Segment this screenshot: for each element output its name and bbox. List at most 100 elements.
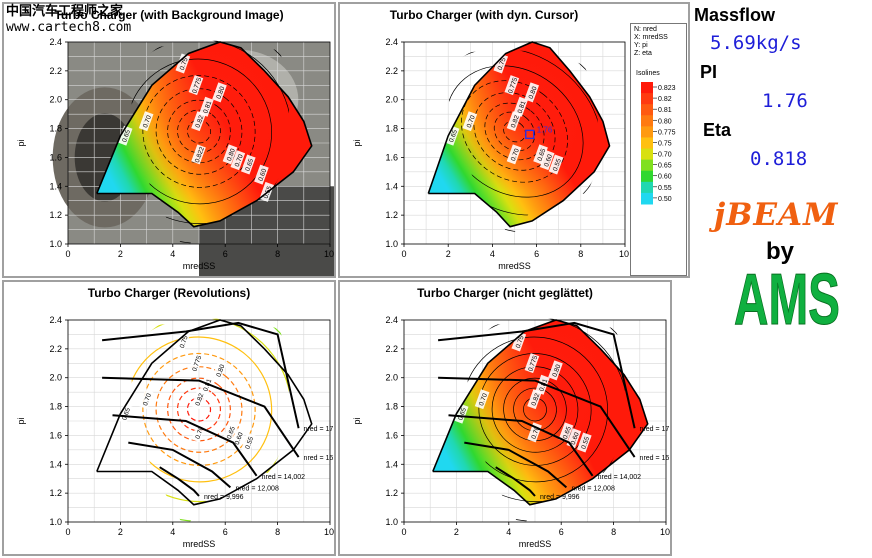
isoline-label: 0.55 xyxy=(548,154,564,175)
y-tick-label: 1.2 xyxy=(49,488,62,498)
isoline-label-text: 0.75 xyxy=(179,334,190,349)
legend-swatch xyxy=(641,181,653,194)
isoline-label-bg xyxy=(117,125,133,146)
legend-axis-line: X: mredSS xyxy=(634,34,668,41)
isoline-label: 0.82 xyxy=(527,389,542,410)
isoline-label-text: 0.60 xyxy=(543,153,554,168)
y-tick-label: 2.2 xyxy=(385,66,398,76)
y-tick-label: 1.6 xyxy=(385,430,398,440)
isoline-label-bg xyxy=(241,432,256,453)
ams-logo: AMS xyxy=(734,267,841,329)
isoline-label-bg xyxy=(535,374,550,395)
x-axis-label: mredSS xyxy=(498,261,531,271)
isoline-label-text: 0.82 xyxy=(194,114,205,129)
isoline-label: 0.65 xyxy=(453,403,469,424)
isoline-label-text: 0.55 xyxy=(580,435,591,450)
isoline-label-bg xyxy=(212,360,227,381)
speed-line-label: nred = 12,008 xyxy=(571,485,615,492)
legend-label: 0.65 xyxy=(658,163,672,170)
isoline-label-text: 0.65 xyxy=(244,157,255,172)
isoline-label-text: 0.80 xyxy=(528,85,539,100)
chart-svg[interactable]: 0.650.700.750.775 0.800.810.820.70 0.650.6… xyxy=(340,4,688,276)
isoline-label-text: 0.81 xyxy=(202,100,213,115)
isoline-label-text: 0.82 xyxy=(510,114,521,129)
x-axis-label: mredSS xyxy=(519,539,552,549)
isoline-label-bg xyxy=(462,111,478,132)
isoline-label: 0.80 xyxy=(524,82,540,103)
isoline-label-bg xyxy=(212,82,227,103)
isoline xyxy=(167,99,231,164)
legend-label: 0.75 xyxy=(658,140,672,147)
isoline-label-bg xyxy=(175,331,191,352)
x-tick-label: 2 xyxy=(454,527,459,537)
pi-value: 1.76 xyxy=(762,90,808,112)
y-tick-label: 2.4 xyxy=(49,315,62,325)
y-tick-label: 1.6 xyxy=(385,152,398,162)
chart-svg[interactable]: 0.650.700.750.775 0.800.810.820.822 0.800.… xyxy=(4,4,334,276)
eta-value: 0.818 xyxy=(750,148,808,170)
isoline-label-bg xyxy=(188,75,204,96)
isoline-label-bg xyxy=(254,164,269,185)
x-tick-label: 8 xyxy=(275,527,280,537)
x-tick-label: 6 xyxy=(534,249,539,259)
speed-line xyxy=(437,321,636,429)
isoline-label-bg xyxy=(230,150,246,171)
isoline-label-bg xyxy=(504,75,520,96)
speed-line-label: nred = 17,996 xyxy=(304,426,334,433)
by-label: by xyxy=(766,238,795,265)
speed-line xyxy=(438,376,636,458)
legend-swatches: 0.823 0.82 0.81 0.80 0.775 0.75 0.70 0.65 0.60 0.… xyxy=(641,82,676,205)
isoline-label-text: 0.81 xyxy=(517,100,528,115)
x-tick-label: 0 xyxy=(401,527,406,537)
isoline-label-text: 0.65 xyxy=(562,425,573,440)
isoline-label-text: 0.70 xyxy=(194,425,205,440)
y-tick-label: 1.0 xyxy=(385,239,398,249)
y-tick-label: 2.2 xyxy=(49,344,62,354)
chart-svg[interactable]: 0.650.700.750.775 0.800.810.820.70 0.650.6… xyxy=(340,282,670,554)
y-tick-label: 2.0 xyxy=(49,373,62,383)
speed-line xyxy=(448,414,594,477)
isoline-label-bg xyxy=(527,389,542,410)
x-tick-label: 8 xyxy=(578,249,583,259)
legend-swatch xyxy=(641,170,653,183)
plot-frame xyxy=(403,319,667,523)
isoline-label: 0.80 xyxy=(212,82,227,103)
dyn-cursor xyxy=(525,129,535,140)
cursor-label: 1.76 xyxy=(537,125,553,134)
isoline-label: 0.81 xyxy=(513,96,528,117)
chart-svg[interactable]: 0.650.700.750.775 0.800.810.820.70 0.650.6… xyxy=(4,282,334,554)
isoline-label-bg xyxy=(444,125,460,146)
y-tick-label: 2.4 xyxy=(385,37,398,47)
y-tick-label: 1.6 xyxy=(49,430,62,440)
isoline-label-text: 0.60 xyxy=(257,168,268,183)
isoline-label-text: 0.55 xyxy=(244,435,255,450)
massflow-value: 5.69kg/s xyxy=(710,32,802,54)
isoline-label-bg xyxy=(524,353,540,374)
isoline-label: 0.70 xyxy=(138,389,154,410)
y-tick-label: 1.4 xyxy=(49,181,62,191)
isoline-label-bg xyxy=(474,389,490,410)
y-tick-label: 1.2 xyxy=(385,488,398,498)
isoline-label-text: 0.65 xyxy=(448,129,459,144)
y-axis-label: pi xyxy=(352,417,362,424)
y-tick-label: 1.8 xyxy=(49,124,62,134)
isoline-label: 0.75 xyxy=(493,53,509,74)
x-tick-label: 8 xyxy=(275,249,280,259)
isoline-label-bg xyxy=(188,353,204,374)
isoline-label-text: 0.65 xyxy=(537,147,548,162)
speed-line xyxy=(102,376,300,458)
isoline-label-text: 0.75 xyxy=(515,334,526,349)
isoline xyxy=(462,336,608,483)
isoline-label: 0.55 xyxy=(241,432,256,453)
y-tick-label: 1.6 xyxy=(49,152,62,162)
legend-axis-line: N: nred xyxy=(634,26,657,33)
isoline-label: 0.65 xyxy=(533,144,548,165)
plot-frame xyxy=(67,319,331,523)
legend-header: N: nred X: mredSS Y: pi Z: eta xyxy=(631,24,686,58)
x-tick-label: 4 xyxy=(170,527,175,537)
plot-frame xyxy=(403,41,626,245)
chart-title: Turbo Charger (nicht geglättet) xyxy=(417,286,593,300)
isoline-label: 0.70 xyxy=(462,111,478,132)
chart-title: Turbo Charger (with Background Image) xyxy=(54,8,284,22)
y-axis-label: pi xyxy=(16,417,26,424)
